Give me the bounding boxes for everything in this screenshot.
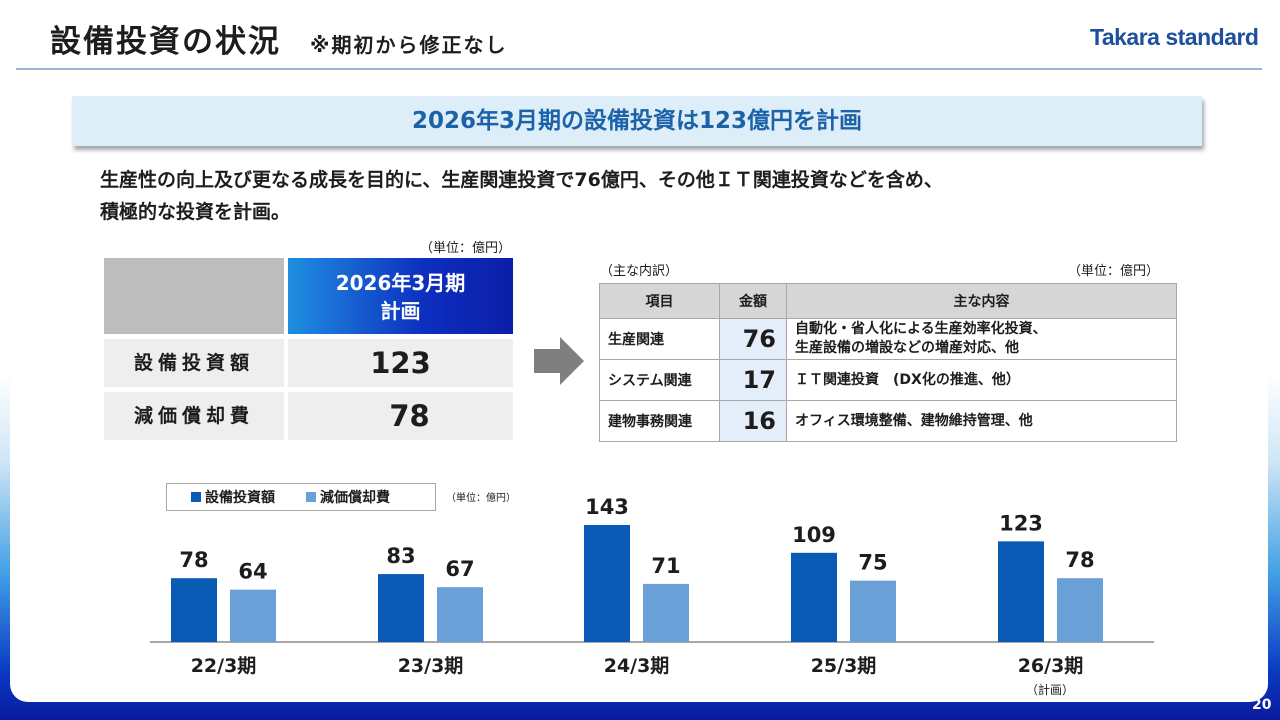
data-label-depreciation: 64 [238, 560, 267, 584]
legend-label-capex: 設備投資額 [205, 490, 275, 506]
bar-capex [378, 574, 424, 642]
left-table-header-line2: 計画 [380, 299, 421, 323]
bar-capex [584, 525, 630, 642]
row-content: 自動化・省人化による生産効率化投資、 生産設備の増設などの増産対応、他 [786, 318, 1177, 360]
left-table-header-line1: 2026年3月期 [335, 271, 466, 295]
x-tick-label: 22/3期 [191, 655, 257, 677]
headline-text: 2026年3月期の設備投資は123億円を計画 [411, 108, 863, 134]
legend-swatch-depreciation [306, 492, 316, 502]
bar-depreciation [850, 580, 896, 642]
breakdown-table: 項目 金額 主な内容 生産関連 76 自動化・省人化による生産効率化投資、 生産… [599, 283, 1177, 442]
page-subtitle: ※期初から修正なし [310, 33, 508, 57]
row-amount: 16 [719, 400, 787, 442]
data-label-capex: 78 [179, 548, 208, 572]
capex-label: 設備投資額 [104, 339, 284, 387]
bar-depreciation [437, 587, 483, 642]
capex-value: 123 [288, 339, 513, 387]
depreciation-label: 減価償却費 [104, 392, 284, 440]
headline-banner: 2026年3月期の設備投資は123億円を計画 [72, 96, 1202, 146]
row-amount: 76 [719, 318, 787, 360]
left-table-corner [104, 258, 284, 334]
right-arrow-icon [534, 337, 584, 385]
bar-depreciation [1057, 578, 1103, 642]
col-header-item: 項目 [599, 283, 720, 319]
right-table-unit: （単位：億円） [1068, 264, 1160, 279]
legend-label-depreciation: 減価償却費 [320, 490, 390, 506]
row-content: オフィス環境整備、建物維持管理、他 [786, 400, 1177, 442]
data-label-capex: 123 [999, 511, 1043, 535]
data-label-depreciation: 71 [651, 554, 680, 578]
data-label-depreciation: 75 [858, 551, 887, 575]
bar-capex [998, 541, 1044, 642]
row-content: ＩＴ関連投資 (DX化の推進、他） [786, 359, 1177, 401]
depreciation-value: 78 [288, 392, 513, 440]
row-content-line1: 自動化・省人化による生産効率化投資、 [795, 321, 1047, 337]
company-logo: Takara standard [1090, 24, 1259, 50]
page-title: 設備投資の状況 [50, 24, 281, 60]
table-row: システム関連 17 ＩＴ関連投資 (DX化の推進、他） [599, 359, 1177, 401]
x-tick-label: 26/3期 [1018, 655, 1084, 677]
bar-capex [171, 578, 217, 642]
bar-depreciation [230, 589, 276, 642]
description-line-2: 積極的な投資を計画。 [100, 201, 291, 223]
row-item: 建物事務関連 [599, 400, 720, 442]
left-table-unit: （単位：億円） [420, 241, 512, 256]
chart-legend: 設備投資額 減価償却費 [166, 483, 436, 511]
legend-swatch-capex [191, 492, 201, 502]
right-table-caption: （主な内訳） [600, 264, 679, 279]
left-table-header: 2026年3月期 計画 [288, 258, 513, 334]
data-label-depreciation: 67 [445, 557, 474, 581]
table-row: 生産関連 76 自動化・省人化による生産効率化投資、 生産設備の増設などの増産対… [599, 318, 1177, 360]
header-divider [16, 68, 1262, 70]
bar-depreciation [643, 583, 689, 642]
x-tick-label: 24/3期 [604, 655, 670, 677]
plan-note: （計画） [1026, 683, 1075, 697]
data-label-capex: 143 [585, 495, 629, 519]
chart-unit: （単位：億円） [446, 493, 516, 504]
data-label-capex: 109 [792, 523, 836, 547]
bar-capex [791, 552, 837, 642]
table-row: 建物事務関連 16 オフィス環境整備、建物維持管理、他 [599, 400, 1177, 442]
row-item: 生産関連 [599, 318, 720, 360]
x-tick-label: 23/3期 [398, 655, 464, 677]
x-tick-label: 25/3期 [811, 655, 877, 677]
data-label-capex: 83 [386, 544, 415, 568]
row-content-line2: 生産設備の増設などの増産対応、他 [795, 340, 1019, 356]
data-label-depreciation: 78 [1065, 548, 1094, 572]
description-line-1: 生産性の向上及び更なる成長を目的に、生産関連投資で76億円、その他ＩＴ関連投資な… [100, 169, 943, 191]
description: 生産性の向上及び更なる成長を目的に、生産関連投資で76億円、その他ＩＴ関連投資な… [100, 164, 943, 228]
page-number: 20 [1252, 697, 1272, 713]
